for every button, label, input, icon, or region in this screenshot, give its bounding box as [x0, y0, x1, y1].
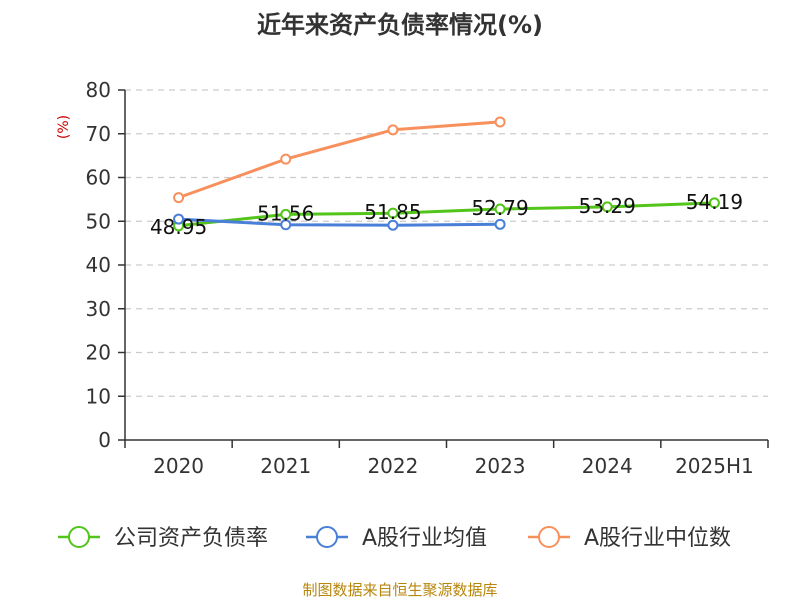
x-tick-label: 2023 — [475, 454, 526, 478]
legend-label: A股行业均值 — [362, 526, 487, 551]
data-point — [280, 208, 292, 220]
legend-marker — [538, 526, 560, 548]
data-point — [387, 124, 399, 136]
x-tick-label: 2022 — [367, 454, 418, 478]
chart-title: 近年来资产负债率情况(%) — [257, 11, 543, 39]
legend: 公司资产负债率 A股行业均值 A股行业中位数 — [58, 526, 731, 551]
data-label: 54.19 — [686, 190, 743, 214]
data-point — [387, 219, 399, 231]
series-line-2 — [177, 120, 502, 200]
x-tick-label: 2020 — [153, 454, 204, 478]
y-axis-unit: (%) — [56, 115, 72, 139]
y-tick-label: 20 — [86, 341, 111, 365]
grid-lines — [125, 89, 768, 397]
y-tick-label: 70 — [86, 122, 111, 146]
y-tick-label: 50 — [86, 209, 111, 233]
data-label: 48.95 — [150, 215, 207, 239]
legend-label: A股行业中位数 — [584, 526, 731, 551]
data-point — [280, 219, 292, 231]
data-point — [708, 197, 720, 209]
y-tick-label: 40 — [86, 253, 111, 277]
series-layer — [173, 116, 720, 232]
legend-marker — [68, 526, 90, 548]
series-line-1 — [177, 217, 502, 227]
data-label: 51.85 — [364, 200, 421, 224]
source-note: 制图数据来自恒生聚源数据库 — [302, 581, 497, 599]
data-point — [280, 153, 292, 165]
axes: 0 10 20 30 40 50 60 70 80 2020 2021 2022 2023 2024 202… — [86, 78, 769, 478]
data-label: 52.79 — [471, 196, 528, 220]
y-tick-label: 60 — [86, 166, 111, 190]
legend-label: 公司资产负债率 — [114, 526, 268, 551]
data-labels: 48.95 51.56 51.85 52.79 53.29 54.19 — [150, 190, 743, 239]
data-point — [494, 218, 506, 230]
y-tick-label: 30 — [86, 297, 111, 321]
data-point — [494, 116, 506, 128]
data-label: 51.56 — [257, 201, 314, 225]
x-tick-label: 2024 — [582, 454, 633, 478]
data-point — [173, 192, 185, 204]
data-point — [601, 201, 613, 213]
data-point — [173, 213, 185, 225]
legend-marker — [316, 526, 338, 548]
data-point — [494, 203, 506, 215]
x-tick-label: 2025H1 — [675, 454, 754, 478]
data-label: 53.29 — [579, 194, 636, 218]
x-tick-label: 2021 — [260, 454, 311, 478]
y-tick-label: 10 — [86, 384, 111, 408]
y-tick-label: 0 — [98, 428, 111, 452]
y-tick-label: 80 — [86, 78, 111, 102]
series-line-0 — [177, 201, 716, 228]
data-point — [387, 207, 399, 219]
